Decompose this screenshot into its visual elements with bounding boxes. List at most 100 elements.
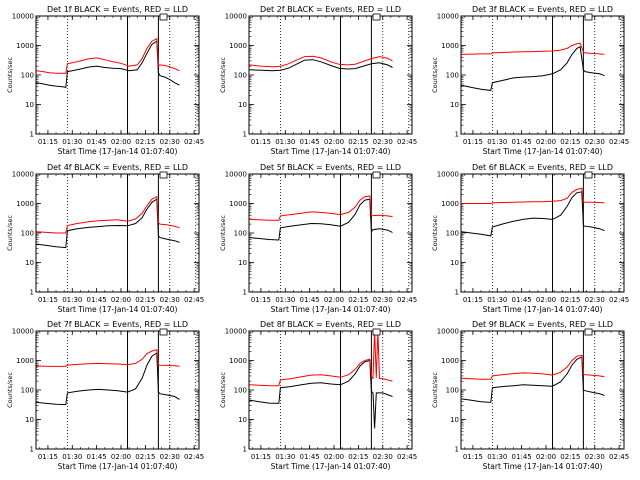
panel-title: Det 7f BLACK = Events, RED = LLD	[47, 320, 188, 329]
plot-frame	[35, 173, 200, 293]
x-axis-label: Start Time (17-Jan-14 01:07:40)	[483, 147, 603, 156]
x-tick-label: 02:15	[348, 138, 368, 146]
x-tick-label: 02:45	[609, 453, 629, 461]
x-tick-label: 02:00	[111, 453, 131, 461]
plot-frame	[460, 330, 625, 450]
lld-series-line	[249, 195, 393, 221]
x-tick-label: 02:15	[348, 453, 368, 461]
events-series-line	[461, 356, 605, 403]
plot-frame	[248, 173, 413, 293]
x-tick-label: 01:30	[62, 453, 82, 461]
x-tick-label: 02:15	[135, 138, 155, 146]
plot-frame	[460, 173, 625, 293]
events-series-line	[36, 352, 180, 406]
x-tick-label: 02:00	[536, 138, 556, 146]
x-tick-label: 02:45	[609, 296, 629, 304]
x-tick-label: 02:30	[160, 138, 180, 146]
plot-frame	[248, 15, 413, 135]
marker-box	[372, 328, 381, 336]
y-tick-label: 10	[238, 101, 247, 109]
panel-det-3: Det 3f BLACK = Events, RED = LLD Counts/s…	[431, 5, 629, 156]
y-tick-label: 10	[450, 259, 459, 267]
x-tick-label: 02:30	[373, 138, 393, 146]
x-tick-label: 02:15	[560, 296, 580, 304]
x-tick-label: 01:15	[463, 138, 483, 146]
plot-frame	[35, 15, 200, 135]
x-tick-label: 01:15	[38, 296, 58, 304]
y-tick-label: 1	[243, 289, 247, 297]
y-tick-label: 10	[25, 259, 34, 267]
marker-box	[159, 13, 168, 21]
y-tick-label: 10	[238, 416, 247, 424]
x-tick-label: 02:30	[160, 296, 180, 304]
lld-series-line	[36, 195, 180, 234]
events-series-line	[249, 59, 393, 72]
y-tick-label: 100	[21, 72, 34, 80]
y-tick-label: 100	[446, 387, 459, 395]
y-axis-label: Counts/sec	[431, 372, 439, 408]
x-tick-label: 01:45	[87, 296, 107, 304]
x-tick-label: 02:30	[585, 296, 605, 304]
x-tick-label: 02:30	[373, 453, 393, 461]
x-tick-label: 01:15	[251, 453, 271, 461]
x-tick-label: 01:45	[87, 138, 107, 146]
y-tick-label: 1	[243, 131, 247, 139]
y-tick-label: 1	[455, 289, 459, 297]
panel-det-1: Det 1f BLACK = Events, RED = LLD Counts/s…	[6, 5, 204, 156]
y-tick-label: 1000	[229, 357, 247, 365]
y-tick-label: 10000	[12, 171, 34, 179]
events-series-line	[461, 46, 605, 91]
y-axis-label: Counts/sec	[6, 372, 14, 408]
panel-det-5: Det 5f BLACK = Events, RED = LLD Counts/s…	[219, 163, 417, 314]
events-series-line	[249, 198, 393, 241]
lld-series-line	[461, 42, 605, 55]
panel-det-9: Det 9f BLACK = Events, RED = LLD Counts/s…	[431, 320, 629, 471]
x-tick-label: 02:30	[585, 453, 605, 461]
x-tick-label: 02:30	[373, 296, 393, 304]
x-axis-label: Start Time (17-Jan-14 01:07:40)	[271, 462, 391, 471]
y-tick-label: 10000	[12, 13, 34, 21]
y-tick-label: 10000	[225, 13, 247, 21]
x-axis-label: Start Time (17-Jan-14 01:07:40)	[271, 147, 391, 156]
y-tick-label: 1000	[441, 200, 459, 208]
y-tick-label: 1000	[229, 200, 247, 208]
x-axis-label: Start Time (17-Jan-14 01:07:40)	[271, 305, 391, 314]
marker-box	[584, 171, 593, 179]
x-tick-label: 02:30	[585, 138, 605, 146]
marker-box	[372, 171, 381, 179]
panel-det-4: Det 4f BLACK = Events, RED = LLD Counts/s…	[6, 163, 204, 314]
y-tick-label: 1000	[16, 42, 34, 50]
marker-box	[159, 171, 168, 179]
y-tick-label: 10	[238, 259, 247, 267]
y-tick-label: 10000	[437, 13, 459, 21]
y-axis-label: Counts/sec	[431, 57, 439, 93]
x-tick-label: 01:45	[512, 296, 532, 304]
y-axis-label: Counts/sec	[6, 57, 14, 93]
y-tick-label: 100	[21, 230, 34, 238]
x-tick-label: 01:15	[251, 138, 271, 146]
y-tick-label: 1000	[16, 357, 34, 365]
panel-det-6: Det 6f BLACK = Events, RED = LLD Counts/s…	[431, 163, 629, 314]
x-tick-label: 02:45	[397, 138, 417, 146]
x-tick-label: 01:30	[62, 296, 82, 304]
y-tick-label: 10000	[225, 171, 247, 179]
y-tick-label: 100	[234, 230, 247, 238]
panel-title: Det 1f BLACK = Events, RED = LLD	[47, 5, 188, 14]
x-tick-label: 02:45	[184, 138, 204, 146]
x-tick-label: 01:30	[487, 453, 507, 461]
x-tick-label: 02:00	[536, 453, 556, 461]
x-tick-label: 01:30	[275, 296, 295, 304]
x-axis-label: Start Time (17-Jan-14 01:07:40)	[58, 147, 178, 156]
x-tick-label: 01:45	[87, 453, 107, 461]
y-tick-label: 1	[30, 131, 34, 139]
lld-series-line	[36, 349, 180, 367]
x-tick-label: 01:15	[38, 453, 58, 461]
y-tick-label: 10	[450, 416, 459, 424]
x-axis-label: Start Time (17-Jan-14 01:07:40)	[483, 305, 603, 314]
y-tick-label: 10	[25, 101, 34, 109]
y-tick-label: 1000	[441, 357, 459, 365]
x-tick-label: 02:00	[111, 296, 131, 304]
lld-series-line	[461, 187, 605, 204]
x-tick-label: 02:45	[184, 453, 204, 461]
events-series-line	[249, 359, 393, 429]
